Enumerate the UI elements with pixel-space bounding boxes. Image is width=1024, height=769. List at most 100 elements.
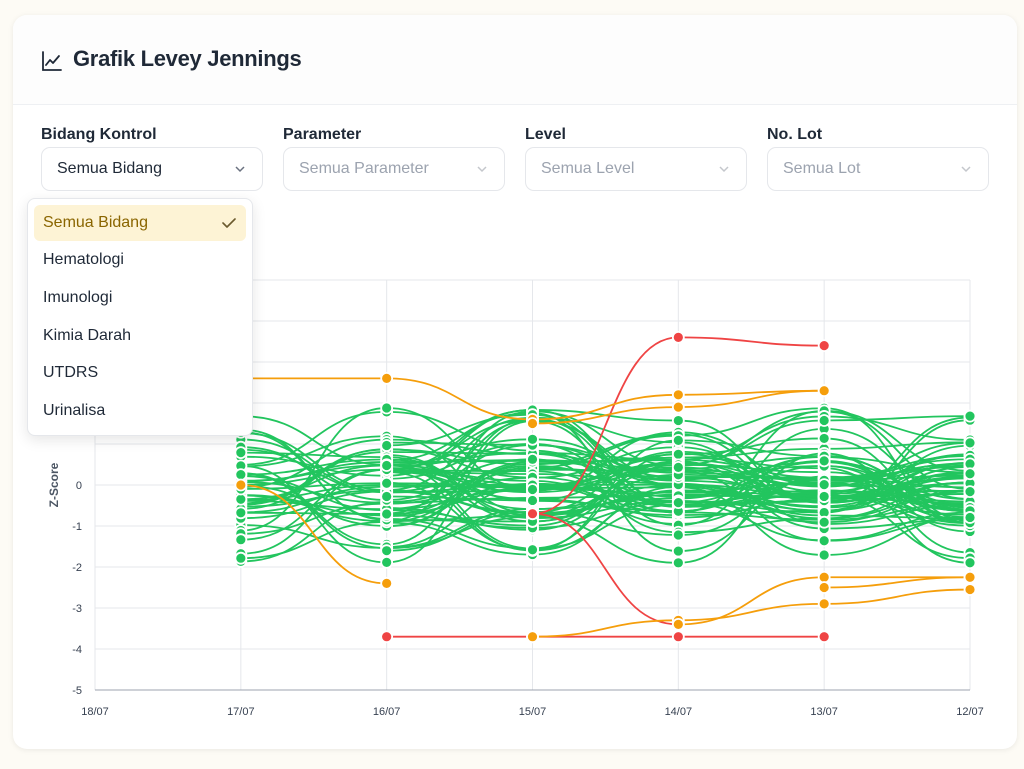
data-point-green bbox=[380, 439, 394, 452]
data-point-red bbox=[671, 330, 685, 344]
x-tick-label: 13/07 bbox=[810, 706, 838, 718]
data-point-green bbox=[817, 548, 831, 562]
data-point-green bbox=[817, 534, 831, 548]
data-point-green bbox=[963, 511, 977, 524]
data-point-green bbox=[963, 556, 977, 570]
data-point-green bbox=[671, 528, 685, 542]
green-series-line bbox=[240, 415, 971, 560]
data-point-green bbox=[380, 490, 394, 503]
y-tick-label: 0 bbox=[76, 480, 82, 492]
data-point-red bbox=[817, 339, 831, 353]
data-point-orange bbox=[817, 581, 831, 594]
data-point-green bbox=[963, 436, 977, 450]
dropdown-option-utdrs[interactable]: UTDRS bbox=[34, 355, 246, 391]
filter-label-bidang: Bidang Kontrol bbox=[41, 126, 157, 143]
dropdown-option-label: Imunologi bbox=[43, 289, 113, 306]
select-value-level: Semua Level bbox=[541, 160, 635, 177]
data-point-green bbox=[234, 468, 248, 482]
y-axis-label: Z-Score bbox=[47, 462, 61, 507]
select-bidang-kontrol[interactable]: Semua Bidang bbox=[41, 147, 263, 191]
dropdown-option-label: Semua Bidang bbox=[43, 214, 148, 231]
chevron-down-icon bbox=[961, 166, 971, 173]
select-no-lot[interactable]: Semua Lot bbox=[767, 147, 989, 191]
data-point-green bbox=[671, 496, 685, 510]
filter-label-no-lot: No. Lot bbox=[767, 126, 823, 143]
data-point-green bbox=[234, 533, 248, 547]
chart-series bbox=[240, 336, 971, 638]
x-tick-label: 16/07 bbox=[373, 706, 401, 718]
dropdown-option-imunologi[interactable]: Imunologi bbox=[34, 280, 246, 316]
data-point-green bbox=[526, 432, 539, 446]
data-point-orange bbox=[526, 630, 539, 644]
data-point-green bbox=[817, 454, 831, 468]
data-point-green bbox=[817, 515, 831, 529]
page-title: Grafik Levey Jennings bbox=[73, 46, 302, 71]
data-point-red bbox=[817, 630, 831, 644]
select-parameter[interactable]: Semua Parameter bbox=[283, 147, 505, 191]
filter-bidang-kontrol: Bidang Kontrol Semua Bidang bbox=[41, 125, 263, 191]
data-point-green bbox=[817, 490, 831, 503]
green-series-line bbox=[240, 419, 971, 520]
chart-points bbox=[234, 330, 977, 644]
data-point-green bbox=[671, 544, 685, 558]
data-point-red bbox=[671, 630, 685, 644]
data-point-green bbox=[380, 459, 394, 472]
y-tick-label: -4 bbox=[72, 644, 82, 656]
green-series-line bbox=[240, 448, 971, 510]
data-point-green bbox=[526, 494, 539, 507]
data-point-green bbox=[671, 460, 685, 474]
data-point-orange bbox=[671, 400, 685, 414]
green-series-line bbox=[240, 415, 971, 490]
dropdown-option-semua-bidang[interactable]: Semua Bidang bbox=[34, 205, 246, 241]
dropdown-option-urinalisa[interactable]: Urinalisa bbox=[34, 393, 246, 429]
filter-label-level: Level bbox=[525, 126, 566, 143]
check-icon bbox=[222, 218, 236, 228]
green-series-line bbox=[240, 444, 971, 501]
red-series-line bbox=[532, 512, 679, 626]
green-series-line bbox=[240, 420, 971, 564]
y-tick-label: -5 bbox=[72, 685, 82, 697]
filter-no-lot: No. Lot Semua Lot bbox=[767, 125, 989, 191]
orange-series-line bbox=[240, 484, 387, 585]
data-point-orange bbox=[526, 417, 539, 430]
dropdown-option-kimia-darah[interactable]: Kimia Darah bbox=[34, 318, 246, 354]
data-point-green bbox=[234, 551, 248, 565]
dropdown-option-hematologi[interactable]: Hematologi bbox=[34, 242, 246, 278]
data-point-green bbox=[380, 544, 394, 558]
data-point-green bbox=[963, 485, 977, 499]
filter-level: Level Semua Level bbox=[525, 125, 747, 191]
orange-series-line bbox=[824, 576, 971, 589]
data-point-orange bbox=[380, 577, 394, 590]
green-series-line bbox=[240, 466, 971, 515]
x-tick-label: 15/07 bbox=[519, 706, 547, 718]
data-point-green bbox=[526, 452, 539, 466]
data-point-orange bbox=[963, 583, 977, 596]
dropdown-option-label: UTDRS bbox=[43, 364, 99, 381]
dropdown-option-label: Kimia Darah bbox=[43, 327, 132, 344]
data-point-orange bbox=[380, 371, 394, 385]
data-point-green bbox=[380, 476, 394, 490]
chevron-down-icon bbox=[235, 166, 245, 173]
data-point-green bbox=[234, 492, 248, 506]
green-series-line bbox=[240, 486, 971, 556]
data-point-green bbox=[234, 446, 248, 460]
red-series-line bbox=[532, 336, 825, 515]
select-level[interactable]: Semua Level bbox=[525, 147, 747, 191]
data-point-orange bbox=[671, 618, 685, 631]
data-point-green bbox=[817, 478, 831, 492]
data-point-orange bbox=[817, 384, 831, 398]
data-point-green bbox=[380, 555, 394, 569]
data-point-green bbox=[963, 409, 977, 423]
green-series-line bbox=[240, 464, 971, 523]
bidang-dropdown-menu: Semua Bidang Hematologi Imunologi Kimia … bbox=[27, 198, 253, 436]
y-tick-label: -1 bbox=[72, 521, 82, 533]
data-point-red bbox=[526, 507, 539, 521]
select-value-no-lot: Semua Lot bbox=[783, 160, 861, 177]
data-point-green bbox=[234, 506, 248, 520]
filter-parameter: Parameter Semua Parameter bbox=[283, 125, 505, 191]
x-tick-label: 17/07 bbox=[227, 706, 255, 718]
chart-labels: 0 -1 -2 -3 -4 -5 18/07 17/07 16/07 15/07 14/07 13/0… bbox=[47, 462, 984, 718]
data-point-green bbox=[671, 556, 685, 570]
data-point-green bbox=[963, 467, 977, 481]
